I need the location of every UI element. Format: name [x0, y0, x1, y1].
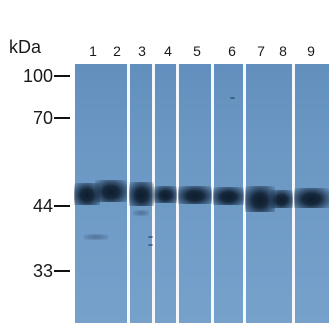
lane-label-1: 1 — [89, 43, 97, 59]
protein-band-lane-1 — [74, 183, 100, 205]
protein-band-lane-6 — [213, 187, 244, 205]
lane-label-3: 3 — [138, 43, 146, 59]
marker-tick — [54, 117, 70, 119]
marker-label-33: 33 — [32, 261, 53, 281]
marker-33: 33 — [0, 261, 70, 281]
protein-band-lane-5 — [178, 186, 212, 204]
lane-label-7: 7 — [257, 43, 265, 59]
protein-band-lane-4 — [154, 186, 177, 203]
kda-unit-label: kDa — [9, 37, 42, 57]
protein-band-lane-9 — [294, 188, 329, 208]
lane-label-5: 5 — [193, 43, 201, 59]
blot-speck — [148, 236, 153, 238]
blot-speck — [148, 244, 153, 246]
marker-100: 100 — [0, 66, 70, 86]
marker-label-44: 44 — [32, 196, 53, 216]
marker-44: 44 — [0, 196, 70, 216]
marker-tick — [54, 270, 70, 272]
protein-band-lane-8 — [270, 190, 293, 208]
lane-label-4: 4 — [164, 43, 172, 59]
lane-label-9: 9 — [307, 43, 315, 59]
marker-tick — [54, 75, 70, 77]
marker-70: 70 — [0, 108, 70, 128]
marker-label-70: 70 — [32, 108, 53, 128]
blot-speck — [230, 97, 235, 99]
lane-label-8: 8 — [279, 43, 287, 59]
marker-tick — [54, 205, 70, 207]
lane-separator — [292, 64, 295, 323]
lane-label-6: 6 — [228, 43, 236, 59]
lane-separator — [211, 64, 214, 323]
protein-band-lane-3 — [129, 182, 154, 206]
protein-band-lane-2 — [95, 180, 127, 202]
faint-band-lane-1 — [84, 234, 108, 240]
lane-separator — [243, 64, 246, 323]
lane-separator — [176, 64, 179, 323]
marker-label-100: 100 — [22, 66, 53, 86]
lane-label-2: 2 — [113, 43, 121, 59]
lane-separator — [127, 64, 130, 323]
faint-band-lane-3 — [133, 210, 149, 216]
